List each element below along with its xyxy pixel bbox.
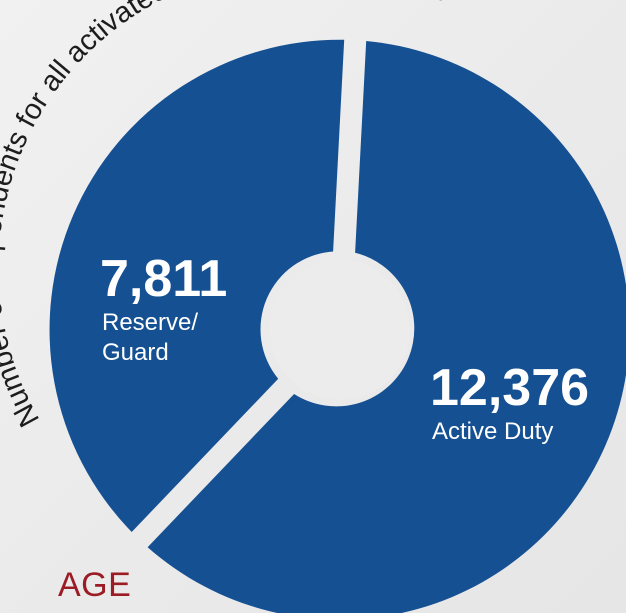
slice-category-label: Active Duty — [432, 418, 553, 445]
donut-slice — [147, 41, 626, 613]
donut-slice — [49, 39, 345, 533]
slice-category-label: Reserve/ — [102, 309, 198, 336]
slice-category-label: Guard — [102, 339, 169, 366]
section-heading-age: AGE — [58, 566, 132, 604]
donut-hole — [270, 260, 410, 400]
slice-value-label: 7,811 — [100, 250, 227, 308]
slice-value-label: 12,376 — [430, 359, 589, 417]
